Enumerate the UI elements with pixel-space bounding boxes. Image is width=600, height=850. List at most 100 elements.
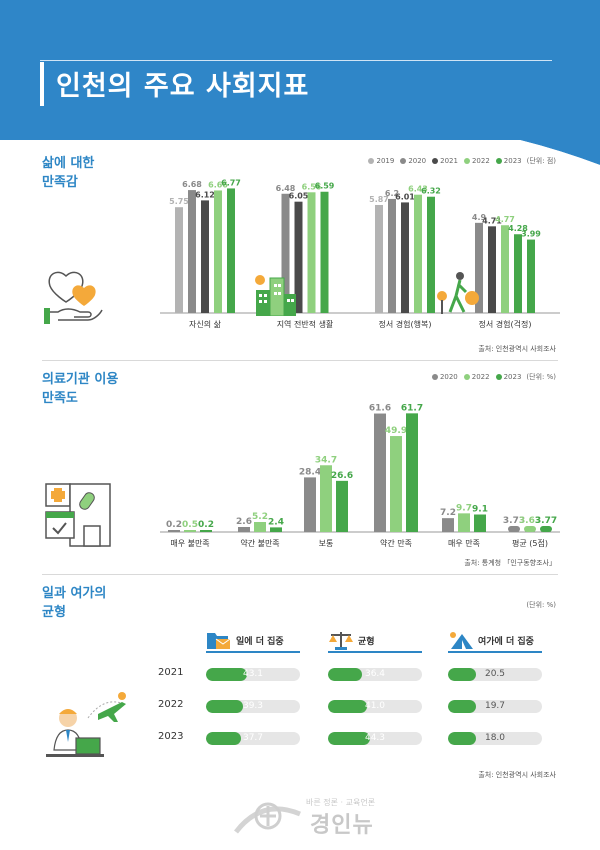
x-tick-label: 보통 <box>319 539 334 548</box>
worklife-year-label: 2022 <box>158 699 184 710</box>
scale-icon <box>329 632 353 650</box>
legend-item-2020: 2020 <box>400 157 426 165</box>
bar-2020 <box>168 530 180 532</box>
worklife-value: 18.0 <box>484 733 506 743</box>
chart-life: 5.75 6.686.126.666.77 자신의 삶 6.486.056.566.5… <box>160 178 560 329</box>
data-label: 6.56 <box>302 182 322 191</box>
bar-2021 <box>201 200 209 313</box>
data-label: 6.77 <box>221 178 241 187</box>
bar-2020 <box>281 193 290 313</box>
data-label: 61.6 <box>369 404 391 414</box>
legend-item-2021: 2021 <box>432 157 458 165</box>
bar-2023 <box>527 239 535 313</box>
worklife-bar: 20.5 <box>448 668 542 681</box>
bar-2023 <box>227 188 235 313</box>
worklife-value: 43.1 <box>242 669 264 679</box>
worklife-bar-fill <box>328 732 370 745</box>
title-bar <box>40 62 44 106</box>
section-worklife-title-line1: 일과 여가의 <box>42 586 107 601</box>
legend-label: 2021 <box>440 157 458 165</box>
bar-2022 <box>414 194 422 313</box>
legend-dot <box>432 158 439 164</box>
legend-dot <box>400 158 407 164</box>
legend-unit: (단위: 점) <box>526 157 556 165</box>
worklife-bar: 19.7 <box>448 700 542 713</box>
section-life-title: 삶에 대한 만족감 <box>42 154 94 192</box>
data-label: 5.75 <box>169 197 189 206</box>
data-label: 0.2 <box>166 520 182 530</box>
worklife-year-label: 2021 <box>158 667 184 678</box>
bar-2020 <box>374 413 386 532</box>
header-curve <box>0 110 600 170</box>
section-life-title-line2: 만족감 <box>42 175 78 190</box>
legend-label: 2022 <box>471 157 490 165</box>
worklife-header-balance: 균형 <box>328 630 375 650</box>
data-label: 3.77 <box>535 516 557 526</box>
bar-2021 <box>488 226 496 313</box>
legend-life: 2019 2020 2021 2022 2023 (단위: 점) <box>362 156 556 166</box>
data-label: 6.43 <box>408 185 428 194</box>
legend-label: 2023 <box>503 373 522 381</box>
data-label: 6.32 <box>421 187 441 196</box>
x-tick-label: 지역 전반적 생활 <box>277 319 334 329</box>
data-label: 9.1 <box>472 505 488 515</box>
bar-2023 <box>270 527 282 532</box>
worklife-value: 44.3 <box>364 733 386 743</box>
bar-2022 <box>390 436 402 532</box>
worklife-bar: 43.1 <box>206 668 300 681</box>
data-label: 3.63 <box>519 516 541 526</box>
bar-2020 <box>475 222 483 313</box>
office-worker-icon <box>46 709 104 757</box>
data-label: 6.12 <box>195 190 215 199</box>
worklife-year-label: 2023 <box>158 731 184 742</box>
bar-2019 <box>375 204 383 313</box>
bar-2020 <box>508 526 520 532</box>
x-tick-label: 정서 경험(걱정) <box>479 319 532 329</box>
bar-2021 <box>401 202 409 313</box>
source-medical: 출처: 통계청 「인구동향조사」 <box>464 559 556 567</box>
legend-dot <box>368 158 375 164</box>
data-label: 28.4 <box>299 467 321 477</box>
legend-item-2023: 2023 <box>495 373 522 381</box>
legend-dot <box>463 158 470 164</box>
legend-dot <box>431 374 438 380</box>
worklife-bar: 41.0 <box>328 700 422 713</box>
worklife-header-work: 일에 더 집중 <box>206 630 284 650</box>
divider-1 <box>42 360 558 361</box>
worklife-col2-label: 균형 <box>358 636 375 647</box>
x-tick-label: 매우 만족 <box>448 539 480 548</box>
x-tick-label: 약간 만족 <box>380 538 412 548</box>
legend-item-2022: 2022 <box>463 157 490 165</box>
bar-2020 <box>188 190 196 313</box>
data-label: 26.6 <box>331 471 353 481</box>
section-medical-title: 의료기관 이용 만족도 <box>42 370 118 408</box>
bar-2022 <box>214 190 222 313</box>
data-label: 61.7 <box>401 403 423 413</box>
worklife-bar-fill <box>448 732 477 745</box>
worklife-bar: 44.3 <box>328 732 422 745</box>
folder-mail-icon <box>207 633 231 649</box>
page-title: 인천의 주요 사회지표 <box>56 71 310 102</box>
data-label: 4.77 <box>495 215 515 224</box>
bar-2023 <box>427 196 435 313</box>
legend-item-2019: 2019 <box>368 157 394 165</box>
data-label: 0.2 <box>198 520 214 530</box>
bar-2023 <box>514 234 522 313</box>
worklife-unit: (단위: %) <box>526 601 556 609</box>
city-icon <box>255 275 296 316</box>
worklife-value: 39.3 <box>242 701 264 711</box>
worklife-bar: 18.0 <box>448 732 542 745</box>
person-walking-icon <box>437 272 479 314</box>
section-medical-title-line2: 만족도 <box>42 391 78 406</box>
data-label: 6.05 <box>289 192 309 201</box>
data-label: 3.99 <box>521 230 541 239</box>
x-tick-label: 약간 불만족 <box>240 538 279 548</box>
worklife-header-line-1 <box>206 651 300 653</box>
legend-medical: 2020 2022 2023 (단위: %) <box>426 372 556 382</box>
worklife-bar: 39.3 <box>206 700 300 713</box>
bar-2020 <box>304 477 316 532</box>
legend-label: 2023 <box>503 157 522 165</box>
worklife-value: 41.0 <box>364 701 386 711</box>
legend-dot <box>495 374 502 380</box>
x-tick-label: 정서 경험(행복) <box>379 319 432 329</box>
